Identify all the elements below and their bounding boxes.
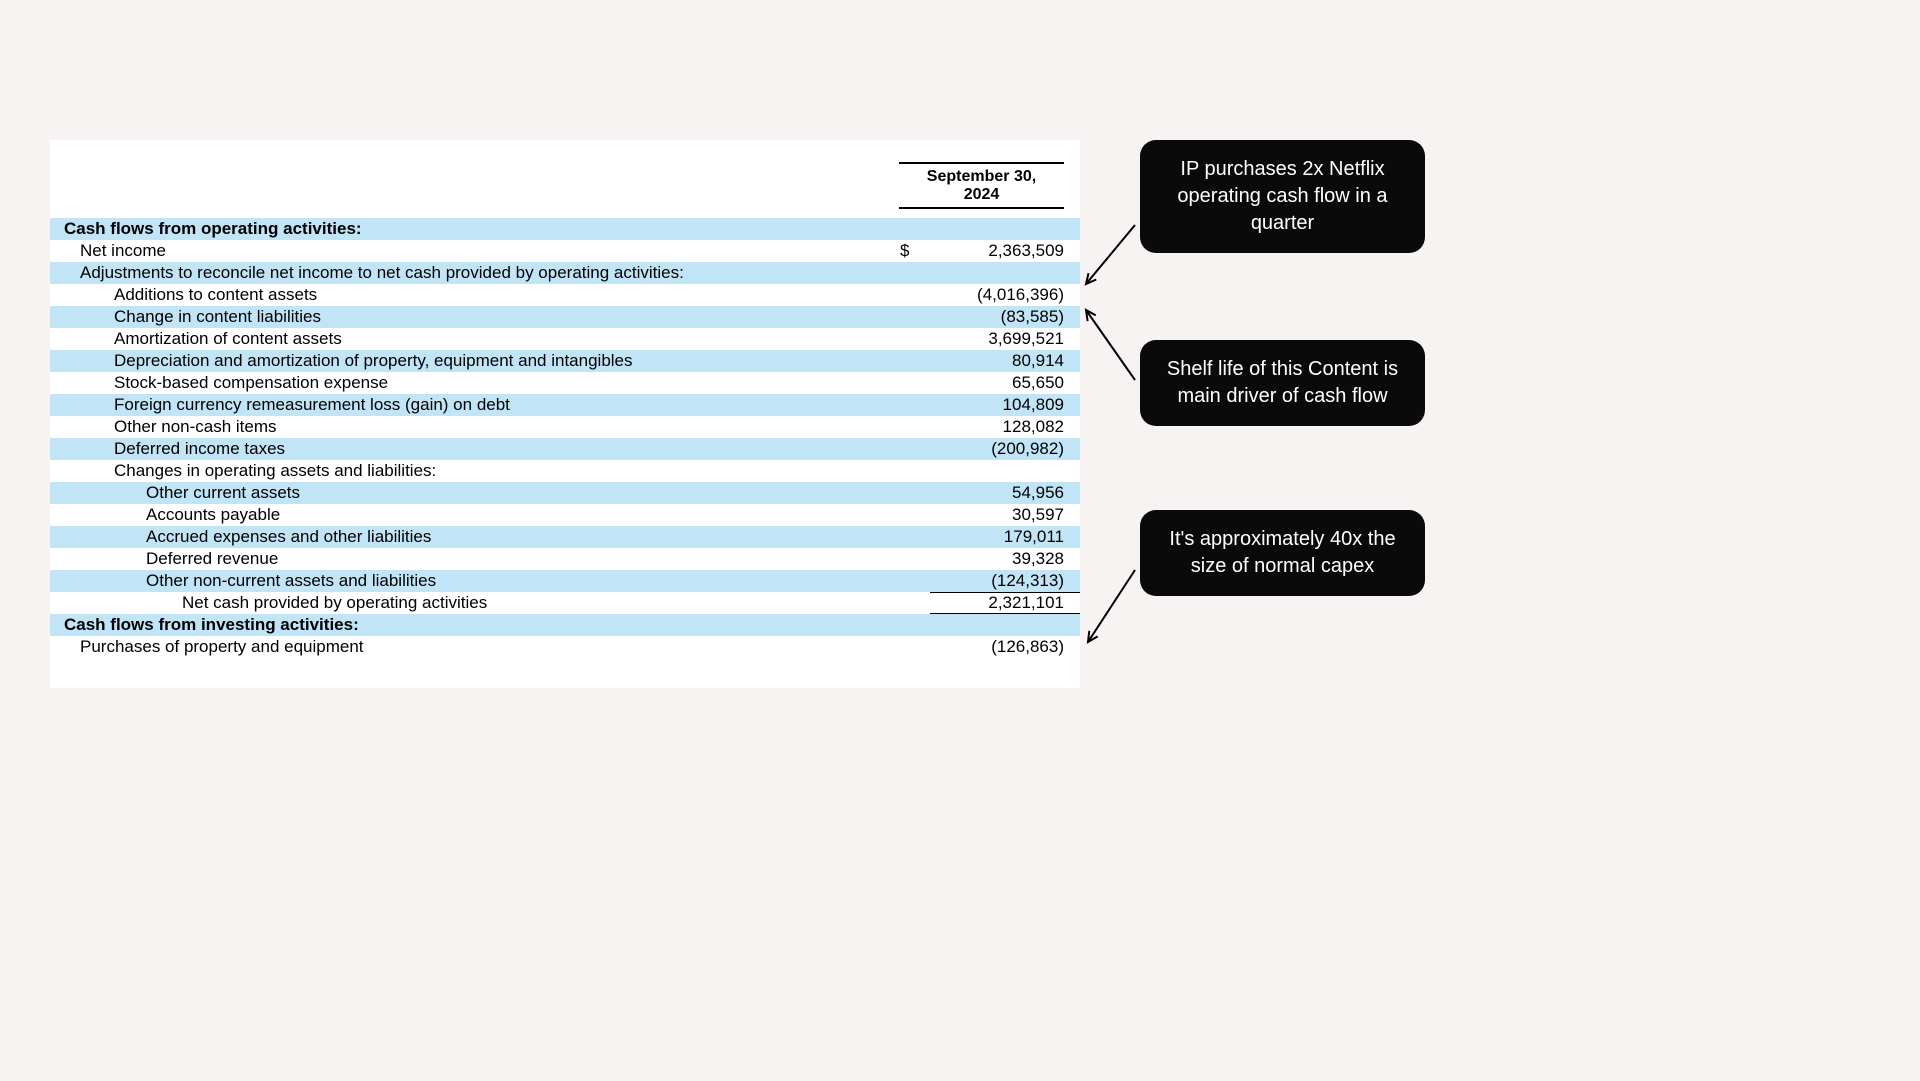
row-value: 179,011 — [930, 527, 1080, 547]
row-value: 80,914 — [930, 351, 1080, 371]
arrow-head-icon — [1086, 310, 1096, 321]
row-label: Amortization of content assets — [50, 329, 900, 349]
row-value: (83,585) — [930, 307, 1080, 327]
row-value: 104,809 — [930, 395, 1080, 415]
table-row: Purchases of property and equipment (126,… — [50, 636, 1080, 658]
row-value: (4,016,396) — [930, 285, 1080, 305]
arrow-head-icon — [1086, 273, 1096, 284]
row-label: Additions to content assets — [50, 285, 900, 305]
row-label: Changes in operating assets and liabilit… — [50, 461, 900, 481]
row-value: (126,863) — [930, 637, 1080, 657]
row-value: 30,597 — [930, 505, 1080, 525]
row-label: Cash flows from investing activities: — [50, 615, 900, 635]
callout-c1: IP purchases 2x Netflix operating cash f… — [1140, 140, 1425, 253]
row-value: (200,982) — [930, 439, 1080, 459]
row-label: Other non-cash items — [50, 417, 900, 437]
table-row: Cash flows from investing activities: — [50, 614, 1080, 636]
table-row: Cash flows from operating activities: — [50, 218, 1080, 240]
date-header: September 30, 2024 — [899, 162, 1064, 209]
row-label: Deferred income taxes — [50, 439, 900, 459]
arrow-line — [1086, 225, 1135, 284]
table-row: Net income$2,363,509 — [50, 240, 1080, 262]
date-line-1: September 30, — [927, 168, 1036, 185]
table-row: Additions to content assets (4,016,396) — [50, 284, 1080, 306]
row-label: Net cash provided by operating activitie… — [50, 593, 900, 613]
table-row: Depreciation and amortization of propert… — [50, 350, 1080, 372]
row-label: Accrued expenses and other liabilities — [50, 527, 900, 547]
table-row: Adjustments to reconcile net income to n… — [50, 262, 1080, 284]
table-row: Deferred revenue 39,328 — [50, 548, 1080, 570]
row-label: Net income — [50, 241, 900, 261]
row-value: (124,313) — [930, 571, 1080, 591]
table-row: Accounts payable 30,597 — [50, 504, 1080, 526]
table-row: Amortization of content assets 3,699,521 — [50, 328, 1080, 350]
arrow-line — [1088, 570, 1135, 642]
canvas: September 30, 2024 Cash flows from opera… — [240, 80, 1680, 1000]
table-row: Net cash provided by operating activitie… — [50, 592, 1080, 614]
row-value: 65,650 — [930, 373, 1080, 393]
row-label: Other current assets — [50, 483, 900, 503]
row-value: 3,699,521 — [930, 329, 1080, 349]
arrow-line — [1086, 310, 1135, 380]
arrow-head-icon — [1088, 631, 1098, 642]
callout-c3: It's approximately 40x the size of norma… — [1140, 510, 1425, 596]
table-row: Change in content liabilities (83,585) — [50, 306, 1080, 328]
rows-container: Cash flows from operating activities:Net… — [50, 218, 1080, 658]
row-value: 2,363,509 — [930, 241, 1080, 261]
row-value: 2,321,101 — [930, 592, 1080, 614]
table-row: Changes in operating assets and liabilit… — [50, 460, 1080, 482]
row-label: Purchases of property and equipment — [50, 637, 900, 657]
row-label: Adjustments to reconcile net income to n… — [50, 263, 900, 283]
table-row: Other current assets 54,956 — [50, 482, 1080, 504]
cash-flow-sheet: September 30, 2024 Cash flows from opera… — [50, 140, 1080, 688]
row-label: Foreign currency remeasurement loss (gai… — [50, 395, 900, 415]
row-label: Depreciation and amortization of propert… — [50, 351, 900, 371]
table-row: Accrued expenses and other liabilities 17… — [50, 526, 1080, 548]
row-label: Deferred revenue — [50, 549, 900, 569]
row-label: Accounts payable — [50, 505, 900, 525]
currency-symbol: $ — [900, 241, 930, 261]
row-label: Stock-based compensation expense — [50, 373, 900, 393]
table-row: Deferred income taxes (200,982) — [50, 438, 1080, 460]
table-row: Other non-cash items 128,082 — [50, 416, 1080, 438]
row-value: 54,956 — [930, 483, 1080, 503]
table-row: Stock-based compensation expense 65,650 — [50, 372, 1080, 394]
row-value: 128,082 — [930, 417, 1080, 437]
row-label: Change in content liabilities — [50, 307, 900, 327]
row-label: Cash flows from operating activities: — [50, 219, 900, 239]
callout-c2: Shelf life of this Content is main drive… — [1140, 340, 1425, 426]
table-row: Foreign currency remeasurement loss (gai… — [50, 394, 1080, 416]
row-value: 39,328 — [930, 549, 1080, 569]
table-row: Other non-current assets and liabilities… — [50, 570, 1080, 592]
row-label: Other non-current assets and liabilities — [50, 571, 900, 591]
date-line-2: 2024 — [964, 186, 1000, 203]
